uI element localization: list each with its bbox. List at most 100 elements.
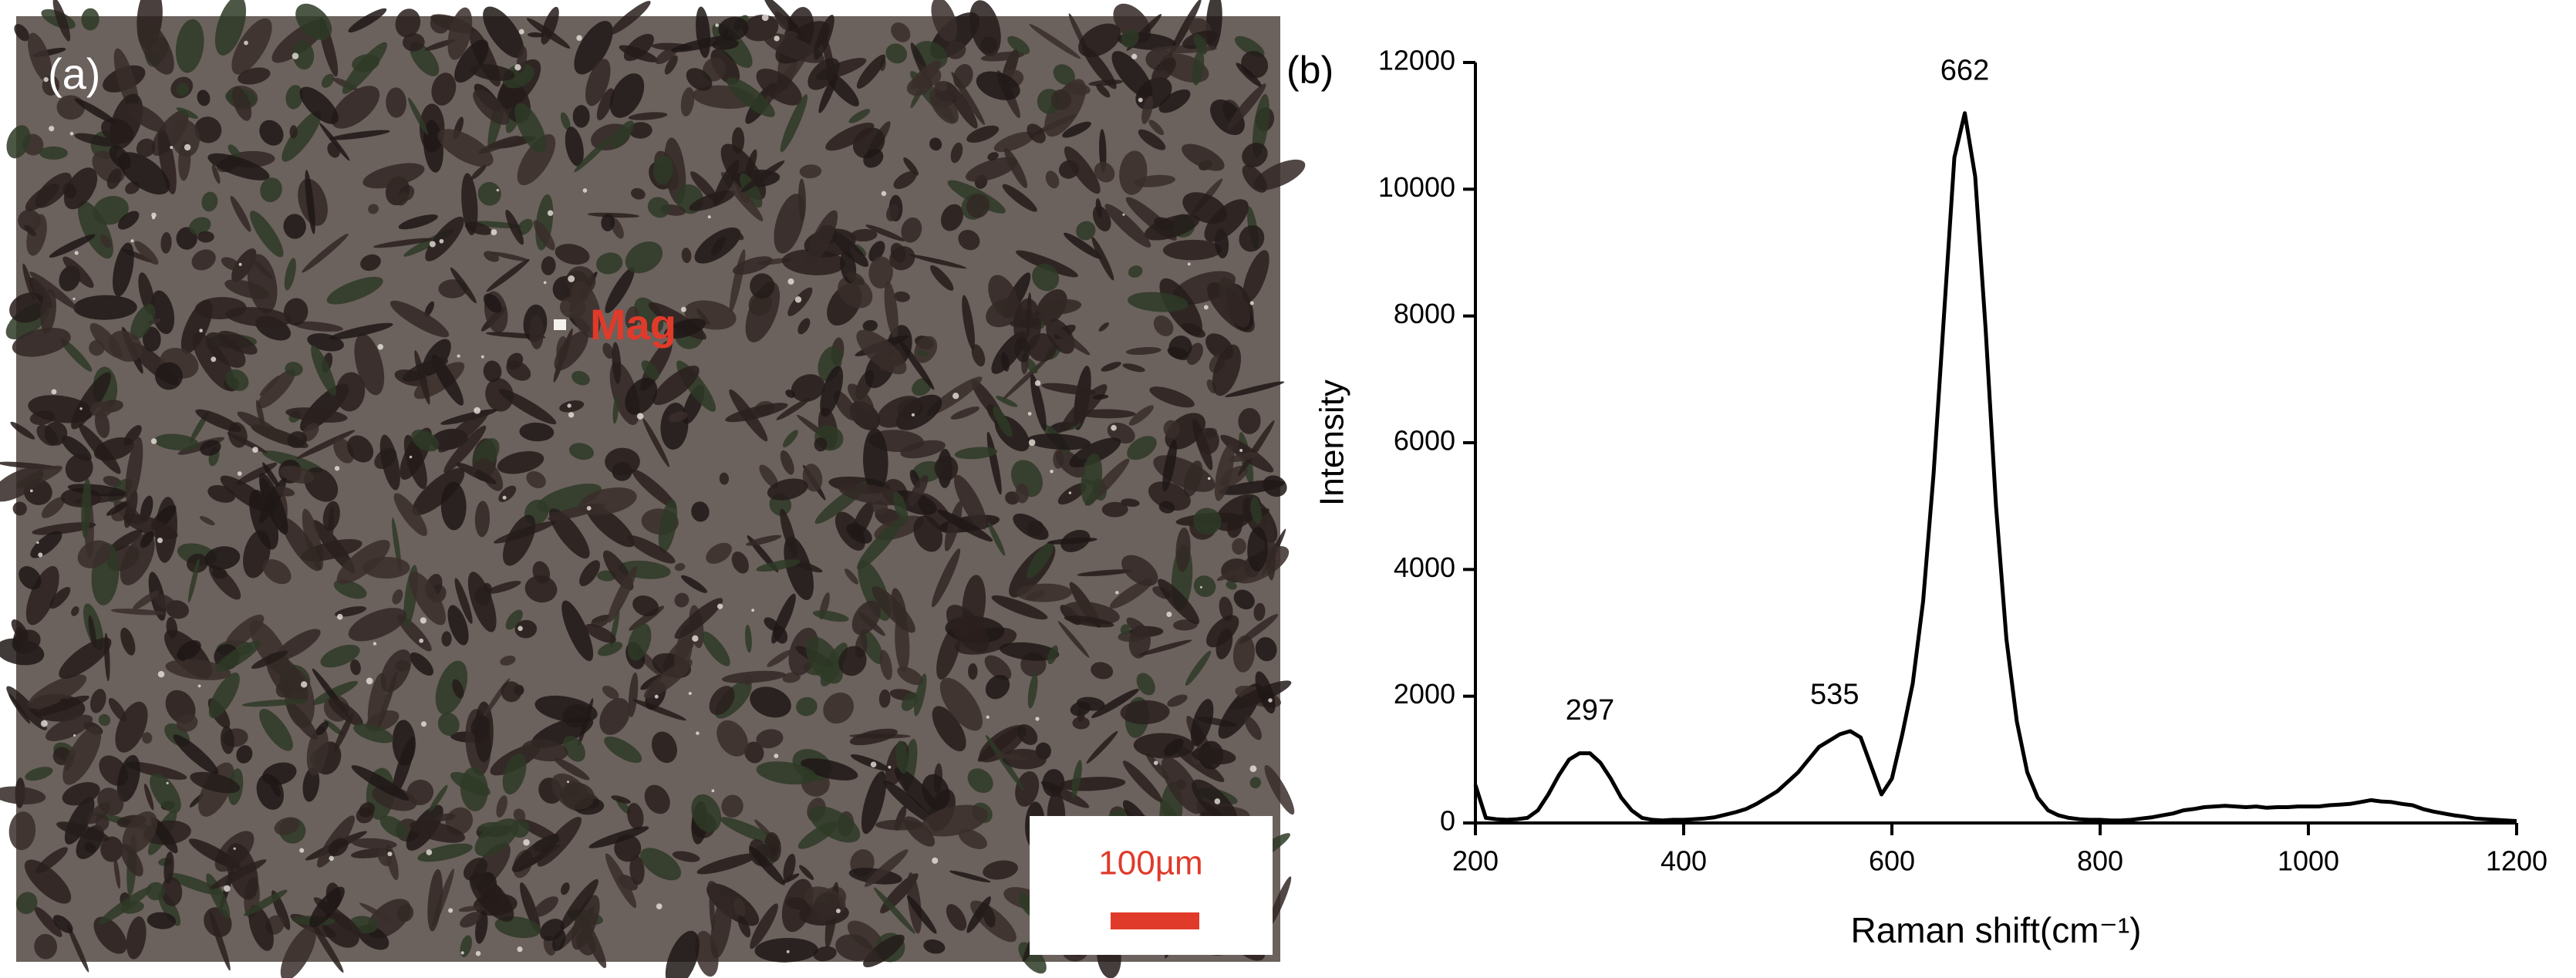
grain bbox=[177, 652, 186, 662]
grain bbox=[609, 1, 651, 35]
grain bbox=[895, 740, 909, 774]
grain bbox=[506, 360, 531, 381]
grain bbox=[335, 605, 367, 617]
grain bbox=[30, 531, 62, 558]
grain bbox=[248, 905, 274, 951]
grain bbox=[1191, 699, 1214, 747]
grain bbox=[100, 836, 123, 862]
grain bbox=[483, 6, 524, 59]
grain bbox=[496, 795, 507, 818]
grain bbox=[1128, 292, 1189, 312]
speck bbox=[184, 143, 191, 151]
grain bbox=[562, 735, 585, 762]
grain bbox=[884, 281, 899, 339]
grain bbox=[327, 142, 341, 158]
grain bbox=[199, 516, 215, 526]
peak-label: 535 bbox=[1810, 679, 1859, 711]
grain bbox=[959, 829, 987, 849]
grain bbox=[1249, 777, 1262, 789]
grain bbox=[1091, 689, 1139, 718]
speck bbox=[29, 489, 33, 493]
grain bbox=[739, 173, 763, 208]
grain bbox=[367, 673, 387, 731]
grain bbox=[88, 615, 97, 649]
grain bbox=[707, 881, 722, 901]
grain bbox=[587, 212, 640, 218]
grain bbox=[189, 217, 211, 235]
grain bbox=[269, 776, 281, 797]
grain bbox=[1092, 394, 1109, 400]
grain bbox=[849, 728, 898, 746]
grain bbox=[52, 915, 73, 933]
grain bbox=[25, 767, 53, 781]
grain bbox=[483, 360, 502, 383]
grain bbox=[260, 177, 282, 203]
speck bbox=[517, 946, 523, 953]
grain bbox=[1086, 730, 1118, 764]
grain bbox=[1016, 250, 1078, 278]
grain bbox=[74, 98, 118, 125]
speck bbox=[373, 642, 377, 646]
grain bbox=[389, 300, 450, 338]
grain bbox=[744, 741, 764, 764]
grain bbox=[1225, 381, 1285, 397]
grain bbox=[441, 631, 452, 647]
grain bbox=[672, 851, 700, 862]
grain bbox=[534, 695, 598, 723]
grain bbox=[150, 290, 175, 335]
x-axis-label: Raman shift(cm⁻¹) bbox=[1851, 910, 2142, 950]
speck bbox=[716, 603, 723, 609]
grain bbox=[1158, 578, 1200, 625]
speck bbox=[1249, 301, 1254, 305]
grain bbox=[756, 729, 784, 749]
grain bbox=[903, 157, 919, 176]
grain bbox=[1050, 89, 1072, 110]
grain bbox=[1027, 541, 1054, 578]
grain bbox=[167, 872, 223, 895]
grain bbox=[743, 674, 754, 686]
grain bbox=[1047, 645, 1059, 665]
grain bbox=[211, 164, 221, 184]
grain bbox=[319, 123, 350, 161]
grain bbox=[312, 680, 359, 706]
grain bbox=[1027, 673, 1038, 709]
speck bbox=[252, 447, 258, 453]
grain bbox=[559, 400, 585, 413]
grain bbox=[759, 464, 779, 488]
speck bbox=[582, 188, 588, 193]
grain bbox=[565, 126, 584, 167]
grain bbox=[1163, 738, 1184, 757]
speck bbox=[1166, 612, 1172, 618]
grain bbox=[157, 127, 177, 195]
grain bbox=[1078, 409, 1136, 419]
grain bbox=[966, 194, 990, 218]
grain bbox=[175, 19, 204, 73]
grain bbox=[706, 542, 732, 565]
grain bbox=[937, 509, 993, 542]
grain bbox=[1138, 639, 1192, 656]
grain bbox=[342, 42, 387, 94]
grain bbox=[585, 623, 616, 643]
grain bbox=[438, 410, 489, 453]
grain bbox=[408, 97, 428, 135]
grain bbox=[868, 256, 893, 289]
grain bbox=[627, 803, 644, 830]
grain bbox=[122, 811, 158, 854]
grain bbox=[893, 291, 910, 302]
grain bbox=[16, 892, 38, 915]
grain bbox=[230, 196, 251, 232]
grain bbox=[946, 904, 967, 931]
grain bbox=[674, 592, 690, 608]
grain bbox=[533, 220, 555, 251]
grain bbox=[561, 882, 570, 895]
grain bbox=[65, 454, 93, 483]
grain bbox=[537, 817, 582, 867]
grain bbox=[28, 32, 52, 83]
grain bbox=[12, 327, 71, 357]
grain bbox=[1196, 427, 1219, 455]
grain bbox=[1210, 99, 1245, 136]
y-tick-label: 6000 bbox=[1394, 425, 1455, 457]
grain bbox=[1182, 143, 1225, 171]
grain bbox=[120, 627, 136, 656]
grain bbox=[94, 410, 110, 439]
